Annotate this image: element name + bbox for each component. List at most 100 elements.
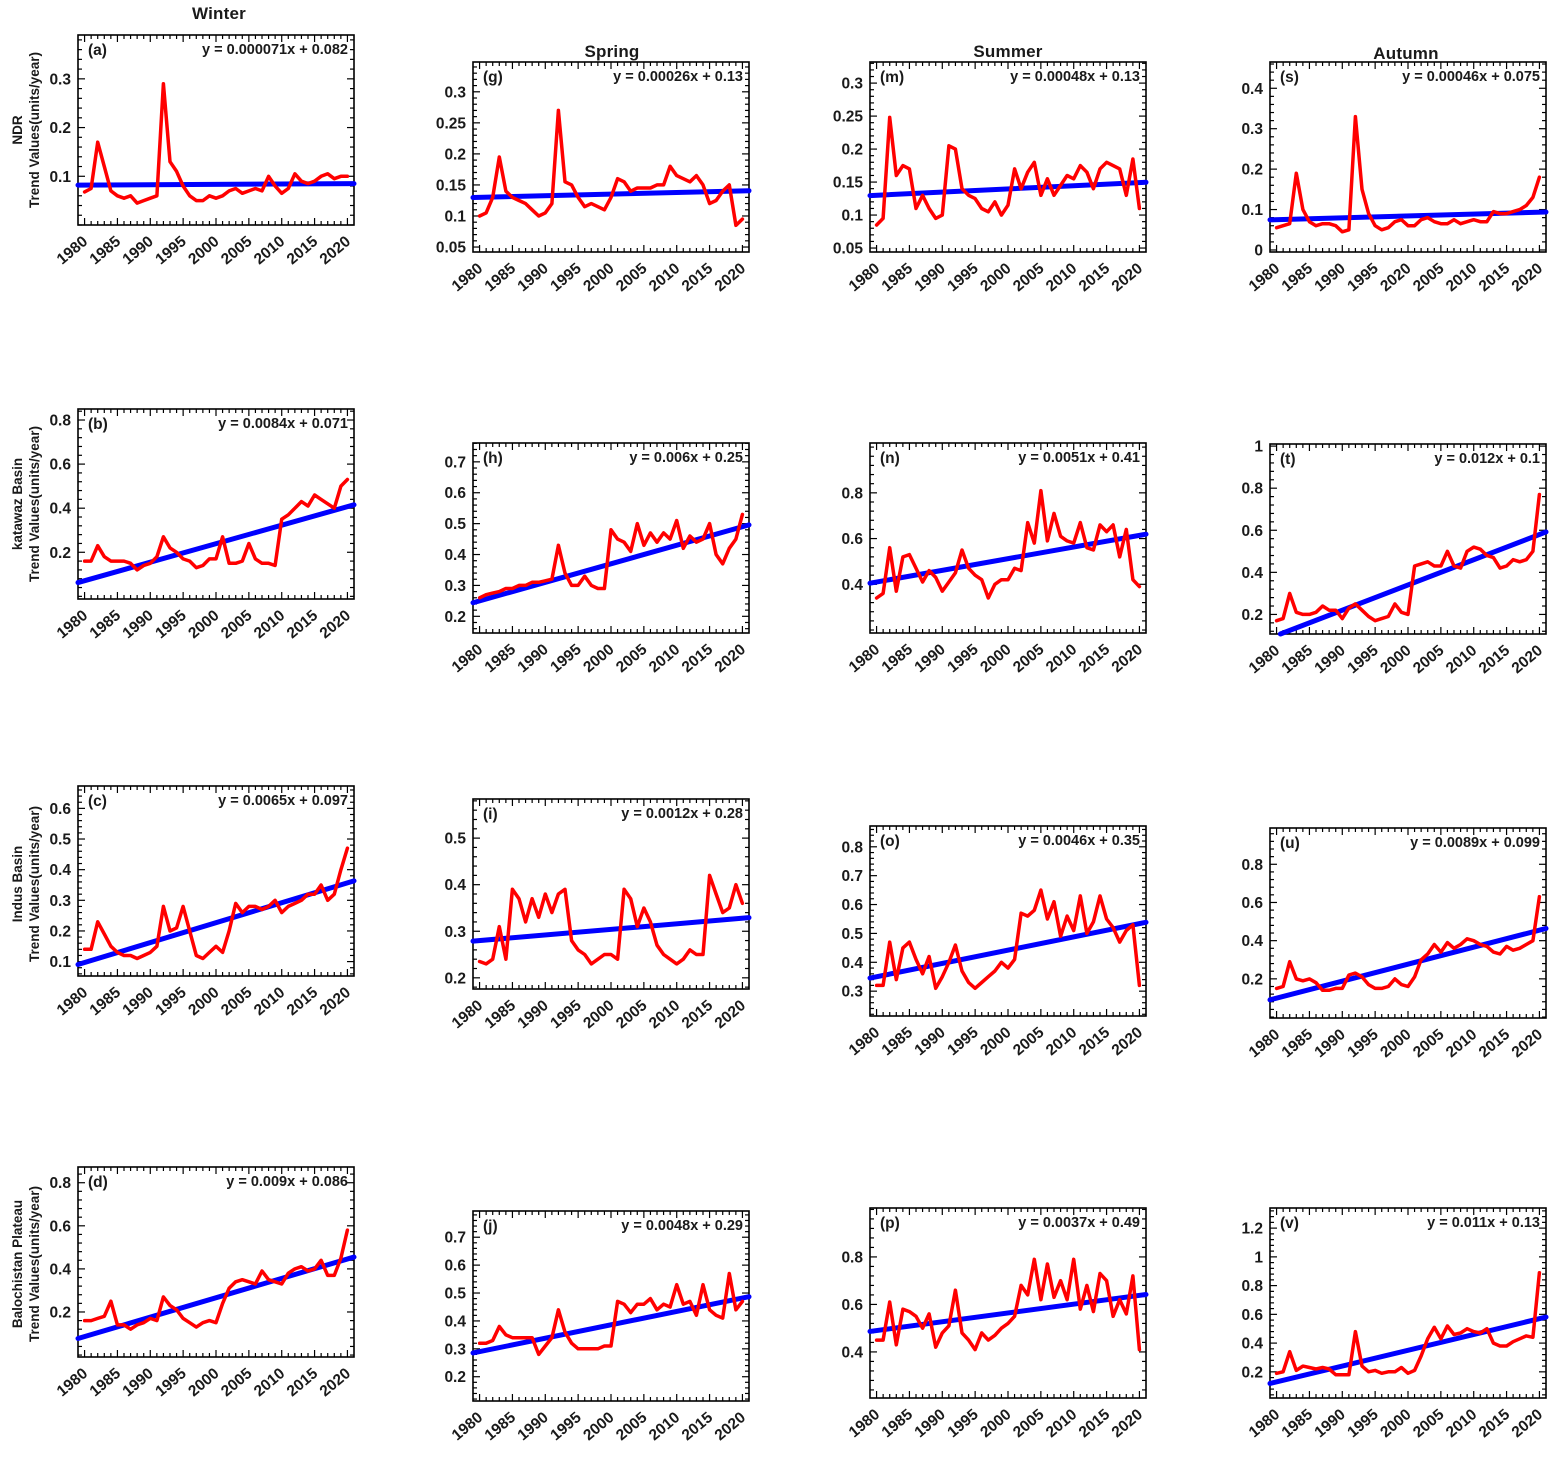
chart-panel-h: 0.2 0.3 0.4 0.5 0.6 0.7 1980 1985 1990 1995 2000 20… — [421, 431, 761, 731]
column-title-winter: Winter — [192, 4, 246, 23]
x-tick-label: 1985 — [482, 1409, 520, 1444]
series-line — [1274, 1270, 1542, 1377]
y-tick-label: 1.2 — [1241, 1221, 1263, 1238]
x-tick-label: 1980 — [449, 1409, 486, 1444]
x-tick-label: 1985 — [1279, 1406, 1317, 1441]
y-tick-label: 0.6 — [444, 485, 466, 502]
y-tick-label: 0.2 — [49, 1304, 71, 1321]
y-tick-label: 0.15 — [833, 175, 864, 192]
x-tick-label: 2010 — [1043, 641, 1080, 676]
x-tick-label: 1995 — [1344, 1026, 1382, 1061]
x-tick-label: 2000 — [580, 1409, 617, 1444]
x-tick-label: 1990 — [1312, 260, 1349, 295]
panel-letter: (j) — [483, 1218, 498, 1235]
y-tick-label: 0.3 — [444, 924, 466, 941]
y-tick-label: 0.6 — [841, 1297, 863, 1314]
panel-letter: (t) — [1280, 451, 1296, 468]
x-tick-label: 1990 — [1312, 1026, 1349, 1061]
panel-letter: (n) — [880, 450, 900, 467]
y-tick-label: 0.05 — [833, 241, 864, 258]
row-region-label: katawaz Basin — [10, 457, 25, 551]
x-tick-label: 1995 — [152, 984, 190, 1019]
panel-letter: (o) — [880, 833, 900, 850]
y-tick-label: 1 — [1254, 1249, 1263, 1266]
y-tick-label: 0.1 — [1241, 202, 1263, 219]
y-tick-label: 0.15 — [436, 177, 467, 194]
y-tick-label: 0.3 — [841, 984, 863, 1001]
y-tick-label: 0.6 — [49, 1218, 71, 1235]
x-tick-label: 2005 — [218, 1365, 256, 1400]
equation-label: y = 0.006x + 0.25 — [629, 450, 743, 466]
trend-line — [867, 531, 1149, 586]
x-tick-label: 2020 — [317, 233, 354, 268]
x-tick-label: 1980 — [1246, 1406, 1283, 1441]
y-tick-label: 0.6 — [841, 897, 863, 914]
equation-label: y = 0.00026x + 0.13 — [613, 69, 743, 85]
trend-line — [867, 919, 1149, 981]
y-tick-label: 0.25 — [436, 115, 467, 132]
y-tick-label: 0.8 — [841, 839, 863, 856]
y-tick-label: 0.2 — [841, 142, 863, 159]
chart-panel-b: 0.2 0.4 0.6 0.8 1980 1985 1990 1995 2000 2005 2010… — [26, 397, 366, 697]
y-tick-label: 0.4 — [49, 1261, 71, 1278]
chart-svg-j: 0.20.30.40.50.60.71980198519901995200020… — [444, 1210, 752, 1444]
equation-label: y = 0.012x + 0.1 — [1434, 451, 1540, 467]
x-tick-label: 1990 — [120, 1365, 157, 1400]
trend-line — [75, 502, 357, 586]
x-tick-label: 2005 — [1410, 642, 1448, 677]
x-tick-label: 1980 — [54, 233, 91, 268]
x-tick-label: 2015 — [679, 641, 717, 676]
row-region-label: Balochistan Plateau — [10, 1199, 25, 1329]
x-tick-label: 1980 — [846, 1024, 883, 1059]
y-tick-label: 0.6 — [1241, 523, 1263, 540]
x-tick-label: 1985 — [482, 997, 520, 1032]
x-tick-label: 1980 — [54, 984, 91, 1019]
x-tick-label: 1980 — [54, 607, 91, 642]
column-title-summer: Summer — [973, 42, 1043, 61]
x-tick-label: 2015 — [1476, 1406, 1514, 1441]
y-tick-label: 0.4 — [1241, 81, 1263, 98]
x-tick-label: 2005 — [1410, 1026, 1448, 1061]
x-tick-label: 1990 — [1312, 1406, 1349, 1441]
y-tick-label: 0.8 — [49, 1175, 71, 1192]
x-tick-label: 2015 — [1076, 1024, 1114, 1059]
chart-panel-c: 0.1 0.2 0.3 0.4 0.5 0.6 1980 1985 1990 1995 2000 20… — [26, 774, 366, 1074]
y-tick-label: 0.6 — [1241, 1307, 1263, 1324]
series-line — [874, 488, 1142, 600]
x-tick-label: 2005 — [1010, 260, 1048, 295]
x-tick-label: 2015 — [284, 233, 322, 268]
y-tick-label: 0.5 — [841, 926, 863, 943]
x-tick-label: 2020 — [1109, 1406, 1146, 1441]
chart-panel-o: 0.3 0.4 0.5 0.6 0.7 0.8 1980 1985 1990 1995 2000 20… — [818, 814, 1158, 1114]
x-tick-label: 1985 — [1279, 260, 1317, 295]
y-tick-label: 0.2 — [1241, 1364, 1263, 1381]
row-region-label: Indus Basin — [10, 845, 25, 923]
x-tick-label: 2020 — [1109, 641, 1146, 676]
chart-svg-u: 0.2 0.4 0.6 0.8 1980198519901995200020052010… — [1241, 827, 1549, 1061]
x-tick-label: 1990 — [515, 641, 552, 676]
x-tick-label: 1980 — [54, 1365, 91, 1400]
chart-panel-j: 0.2 0.3 0.4 0.5 0.6 0.7 1980 1985 1990 1995 2000 20… — [421, 1199, 761, 1478]
y-tick-label: 0.1 — [49, 169, 71, 186]
chart-svg-p: 0.4 0.6 0.8 1980198519901995200020052010201… — [841, 1207, 1149, 1441]
series-line — [874, 115, 1142, 227]
chart-svg-a: 0.1 0.2 0.3 1980198519901995200020052010201… — [49, 34, 357, 268]
plot-background — [78, 786, 354, 976]
y-tick-label: 0.6 — [1241, 895, 1263, 912]
panel-letter: (p) — [880, 1215, 900, 1232]
y-tick-label: 0.1 — [49, 954, 71, 971]
x-tick-label: 1995 — [944, 1024, 982, 1059]
panel-letter: (u) — [1280, 835, 1300, 852]
plot-background — [870, 826, 1146, 1016]
x-tick-label: 2000 — [580, 997, 617, 1032]
trend-line — [1267, 925, 1549, 1003]
chart-svg-i: 0.2 0.3 0.4 0.5 1980198519901995200020052010… — [444, 798, 752, 1032]
x-tick-label: 2015 — [284, 984, 322, 1019]
x-tick-label: 2015 — [1076, 260, 1114, 295]
series-line — [1274, 492, 1542, 623]
x-tick-label: 2020 — [1509, 1406, 1546, 1441]
y-tick-label: 0.5 — [444, 831, 466, 848]
chart-panel-d: 0.2 0.4 0.6 0.8 1980 1985 1990 1995 2000 2005 2010… — [26, 1155, 366, 1455]
x-tick-label: 2005 — [1010, 1024, 1048, 1059]
